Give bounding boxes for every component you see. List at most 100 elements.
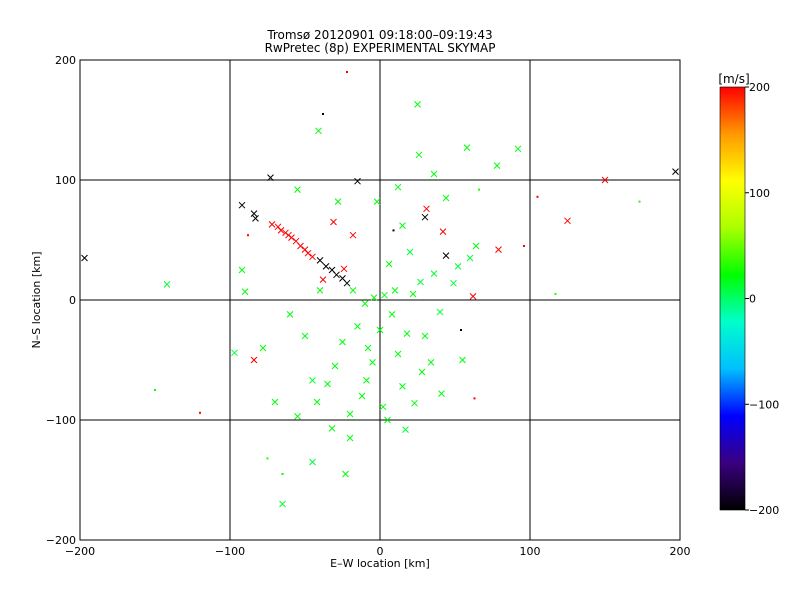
- data-point-41: [199, 411, 201, 414]
- data-point-18: [601, 176, 609, 184]
- data-point-60: [294, 413, 301, 420]
- y-tick-label-1: −100: [46, 414, 76, 427]
- data-point-65: [309, 458, 316, 466]
- data-point-115: [638, 200, 641, 203]
- data-point-63: [346, 434, 354, 442]
- colorbar-tick-label-4: −200: [749, 504, 779, 517]
- data-point-94: [430, 270, 438, 277]
- data-point-50: [463, 144, 471, 151]
- data-point-16: [392, 229, 395, 232]
- data-point-36: [309, 253, 316, 261]
- y-tick-label-0: −200: [46, 534, 76, 547]
- data-point-97: [334, 198, 342, 205]
- data-point-59: [271, 398, 279, 406]
- x-tick-label-4: 200: [670, 545, 691, 558]
- data-point-26: [268, 221, 276, 228]
- data-point-119: [154, 389, 156, 391]
- data-point-22: [423, 205, 430, 213]
- data-point-20: [495, 246, 502, 253]
- x-tick-label-2: 0: [377, 545, 384, 558]
- data-point-99: [394, 183, 402, 191]
- data-point-104: [313, 398, 321, 406]
- data-point-13: [421, 213, 429, 221]
- data-point-5: [250, 210, 258, 217]
- colorbar-tick-label-2: 0: [749, 293, 756, 306]
- data-point-109: [376, 326, 384, 334]
- colorbar-tick-label-0: 200: [749, 81, 770, 94]
- data-point-25: [250, 356, 258, 364]
- data-point-70: [411, 399, 418, 407]
- data-point-103: [331, 362, 339, 370]
- data-point-81: [370, 294, 378, 301]
- data-point-80: [381, 291, 388, 299]
- data-point-89: [418, 368, 426, 376]
- data-point-17: [460, 329, 462, 331]
- data-point-33: [297, 242, 304, 250]
- data-point-14: [442, 252, 450, 259]
- data-point-92: [385, 260, 393, 268]
- data-point-116: [478, 188, 480, 191]
- data-point-83: [388, 311, 396, 318]
- y-tick-labels: −200 −100 0 100 200: [46, 54, 76, 547]
- data-point-53: [430, 170, 438, 178]
- data-point-8: [322, 263, 330, 270]
- data-point-28: [277, 227, 285, 234]
- data-point-37: [330, 218, 337, 226]
- data-point-10: [333, 271, 340, 279]
- data-point-71: [427, 359, 435, 366]
- data-point-77: [450, 279, 457, 287]
- data-point-35: [304, 249, 312, 257]
- y-tick-label-3: 100: [55, 174, 76, 187]
- data-point-117: [266, 457, 269, 460]
- data-point-58: [259, 344, 267, 352]
- colorbar-tick-label-3: −100: [749, 398, 779, 411]
- data-point-85: [403, 330, 411, 337]
- data-point-98: [442, 194, 450, 202]
- data-point-82: [361, 300, 369, 307]
- data-point-110: [364, 344, 372, 352]
- data-point-106: [436, 308, 444, 316]
- data-point-62: [328, 425, 336, 432]
- data-point-19: [564, 217, 571, 225]
- data-point-51: [493, 162, 501, 169]
- data-point-84: [354, 323, 361, 330]
- colorbar: [720, 87, 745, 510]
- x-axis-label: E–W location [km]: [330, 557, 430, 570]
- axis-ticks: [79, 59, 681, 541]
- colorbar-tick-label-1: 100: [749, 187, 770, 200]
- data-point-47: [294, 186, 301, 193]
- data-point-61: [309, 377, 316, 384]
- data-point-90: [324, 380, 331, 388]
- data-points: [81, 71, 679, 508]
- data-point-48: [414, 101, 421, 108]
- data-point-69: [402, 426, 409, 433]
- data-point-45: [247, 234, 249, 237]
- data-point-7: [316, 257, 324, 264]
- data-point-102: [301, 332, 309, 340]
- x-tick-label-1: −100: [215, 545, 245, 558]
- data-point-23: [439, 228, 447, 235]
- data-point-100: [316, 287, 324, 294]
- data-point-113: [384, 416, 391, 424]
- data-point-42: [473, 397, 476, 400]
- chart-title: Tromsø 20120901 09:18:00–09:19:43: [266, 28, 492, 42]
- data-point-54: [163, 281, 171, 288]
- data-point-118: [281, 473, 284, 475]
- data-point-6: [252, 215, 259, 222]
- data-point-112: [346, 410, 354, 418]
- x-tick-label-0: −200: [65, 545, 95, 558]
- data-point-64: [342, 470, 349, 478]
- data-point-52: [514, 145, 522, 153]
- chart-subtitle: RwPretec (8p) EXPERIMENTAL SKYMAP: [265, 41, 496, 55]
- data-point-108: [349, 287, 357, 294]
- y-axis-label: N–S location [km]: [30, 251, 43, 348]
- data-point-2: [267, 174, 274, 181]
- data-point-95: [399, 222, 406, 229]
- colorbar-label: [m/s]: [718, 72, 749, 86]
- data-point-107: [409, 290, 417, 298]
- data-point-101: [286, 311, 294, 318]
- data-point-86: [339, 338, 346, 346]
- data-point-76: [472, 242, 480, 250]
- data-point-93: [406, 248, 414, 256]
